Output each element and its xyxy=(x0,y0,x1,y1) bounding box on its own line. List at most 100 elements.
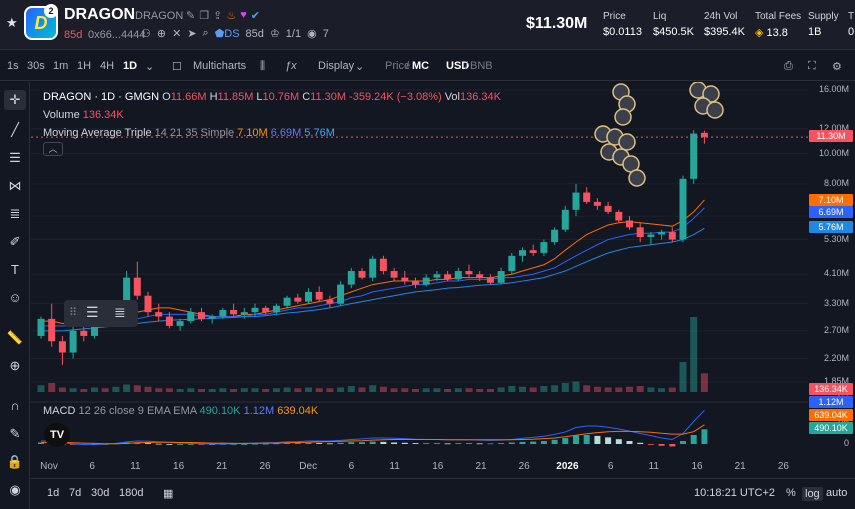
macd-histogram-bar xyxy=(252,443,258,445)
volume-bar xyxy=(519,386,526,392)
twitter-icon[interactable]: ✕ xyxy=(172,28,182,40)
macd-axis-label: 1M xyxy=(836,416,849,426)
auto-toggle[interactable]: auto xyxy=(826,487,848,499)
macd-histogram-bar xyxy=(626,441,633,444)
macd-histogram-bar xyxy=(690,435,697,444)
candle-body xyxy=(486,277,494,283)
price-chart[interactable] xyxy=(31,82,808,459)
crosshair-icon[interactable]: ✛ xyxy=(4,90,26,110)
trendline-icon[interactable]: ╱ xyxy=(11,122,19,137)
gear-icon[interactable]: ⚙ xyxy=(832,61,842,73)
collapse-legend-button[interactable]: ︿ xyxy=(43,142,63,156)
signal-line xyxy=(40,424,705,445)
mc-toggle[interactable]: MC xyxy=(412,60,430,72)
price-axis-label: 16.00M xyxy=(818,84,849,94)
volume-bar xyxy=(604,387,612,392)
price-tag: 136.34K xyxy=(809,383,853,395)
fib-icon[interactable]: ≣ xyxy=(9,206,21,221)
brush-icon[interactable]: ✐ xyxy=(9,234,21,249)
interval-1d[interactable]: 1D xyxy=(123,60,138,72)
horizontal-lines-icon[interactable]: ☰ xyxy=(9,150,21,165)
time-axis-label: 6 xyxy=(89,461,95,472)
candle-body xyxy=(615,211,623,221)
dexscreener-link[interactable]: ⬟DS xyxy=(214,28,240,40)
calendar-icon[interactable]: ▦ xyxy=(163,488,174,500)
price-toggle[interactable]: Price xyxy=(385,60,411,72)
lock-drawing-icon[interactable]: ✎ xyxy=(9,426,21,441)
volume-bar xyxy=(690,317,698,392)
floating-toolbar[interactable]: ⠿ ☰ ≣ xyxy=(64,300,138,327)
interval-30s[interactable]: 30s xyxy=(27,60,45,72)
macd-histogram-bar xyxy=(316,443,323,444)
volume-bar xyxy=(390,388,398,392)
indicators-icon[interactable]: ƒx xyxy=(285,60,297,72)
ruler-icon[interactable]: 📏 xyxy=(6,330,24,345)
copy-icon[interactable]: ❐ xyxy=(199,10,210,22)
camera-icon[interactable]: ⎙ xyxy=(784,60,793,72)
range-30d[interactable]: 30d xyxy=(91,487,110,499)
multicharts-toggle[interactable]: Multicharts xyxy=(193,60,247,72)
edit-icon[interactable]: ✎ xyxy=(186,10,196,22)
drag-handle-icon[interactable]: ⠿ xyxy=(69,307,78,319)
volume-bar xyxy=(508,386,516,392)
candle-body xyxy=(219,309,227,317)
text-icon[interactable]: T xyxy=(11,262,19,277)
magnet-icon[interactable]: ∩ xyxy=(10,398,20,413)
volume-bar xyxy=(658,388,666,392)
log-toggle[interactable]: log xyxy=(802,487,823,501)
fire-icon: ♨ xyxy=(226,10,237,22)
volume-bar xyxy=(700,373,708,392)
macd-histogram-bar xyxy=(359,442,365,444)
globe-icon[interactable]: ⊕ xyxy=(156,28,167,40)
price-axis-label: 10.00M xyxy=(818,147,849,158)
chevron-down-icon[interactable]: ⌄ xyxy=(145,61,155,73)
open-value: 11.66M xyxy=(170,91,207,103)
visibility-icon[interactable]: ◉ xyxy=(9,482,21,497)
user-icon[interactable]: ⚇ xyxy=(141,28,151,40)
volume-bar xyxy=(626,386,633,392)
interval-4h[interactable]: 4H xyxy=(100,60,115,72)
range-1d[interactable]: 1d xyxy=(47,487,60,499)
checkbox-icon[interactable]: ☐ xyxy=(172,61,182,73)
range-7d[interactable]: 7d xyxy=(69,487,82,499)
time-axis-label: 11 xyxy=(130,461,141,472)
bottom-bar: 1d 7d 30d 180d ▦ 10:18:21 UTC+2 % log au… xyxy=(31,478,855,508)
usd-toggle[interactable]: USD xyxy=(446,60,470,72)
emoji-icon[interactable]: ☺ xyxy=(8,290,22,305)
star-icon[interactable]: ★ xyxy=(6,15,18,30)
candle-body xyxy=(80,330,88,336)
contract-address[interactable]: 0x66...4444 xyxy=(88,29,146,41)
candle-type-icon[interactable]: ⫼ xyxy=(260,60,266,72)
search-icon[interactable]: ⌕ xyxy=(202,27,209,39)
percent-toggle[interactable]: % xyxy=(786,487,796,499)
trader-avatar xyxy=(618,133,636,151)
zoom-in-icon[interactable]: ⊕ xyxy=(9,358,21,373)
lock-icon[interactable]: 🔒 xyxy=(6,454,24,469)
share-icon[interactable]: ⇪ xyxy=(213,10,223,22)
horizontal-lines-icon[interactable]: ☰ xyxy=(86,304,99,320)
fullscreen-icon[interactable]: ⛶ xyxy=(808,60,816,72)
candle-body xyxy=(583,192,591,202)
pattern-icon[interactable]: ⋈ xyxy=(8,178,22,193)
interval-1m[interactable]: 1m xyxy=(53,60,69,72)
macd-histogram-bar xyxy=(391,442,398,444)
macd-histogram-bar xyxy=(519,441,526,444)
token-subtitle: DRAGON xyxy=(135,10,184,22)
display-menu[interactable]: Display xyxy=(318,60,355,72)
volume-bar xyxy=(315,388,323,392)
candle-body xyxy=(519,250,526,256)
interval-1s[interactable]: 1s xyxy=(7,60,19,72)
telegram-icon[interactable]: ➤ xyxy=(187,28,197,40)
bnb-toggle[interactable]: BNB xyxy=(470,60,493,72)
interval-1h[interactable]: 1H xyxy=(77,60,92,72)
fib-icon[interactable]: ≣ xyxy=(114,304,126,320)
chevron-down-icon[interactable]: ⌄ xyxy=(355,61,365,73)
range-180d[interactable]: 180d xyxy=(119,487,144,499)
candle-body xyxy=(198,312,205,319)
macd-line xyxy=(41,410,705,446)
tradingview-logo[interactable]: TV xyxy=(44,423,70,447)
candle-body xyxy=(315,291,323,300)
macd-histogram-bar xyxy=(487,443,494,445)
token-header: ★ D 2 DRAGON DRAGON ✎ ❐ ⇪ ♨ ♥ ✔ 85d 0x66… xyxy=(0,0,855,50)
ma2-line xyxy=(41,207,705,327)
